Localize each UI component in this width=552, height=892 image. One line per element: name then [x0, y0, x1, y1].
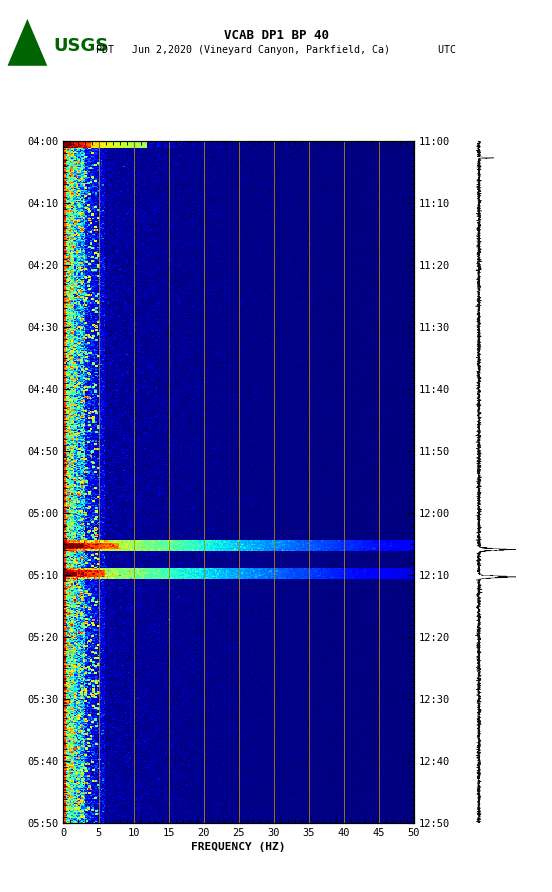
Text: PDT   Jun 2,2020 (Vineyard Canyon, Parkfield, Ca)        UTC: PDT Jun 2,2020 (Vineyard Canyon, Parkfie…: [96, 45, 456, 55]
Text: USGS: USGS: [53, 37, 109, 54]
Polygon shape: [8, 19, 47, 66]
X-axis label: FREQUENCY (HZ): FREQUENCY (HZ): [192, 842, 286, 853]
Text: VCAB DP1 BP 40: VCAB DP1 BP 40: [224, 29, 328, 42]
